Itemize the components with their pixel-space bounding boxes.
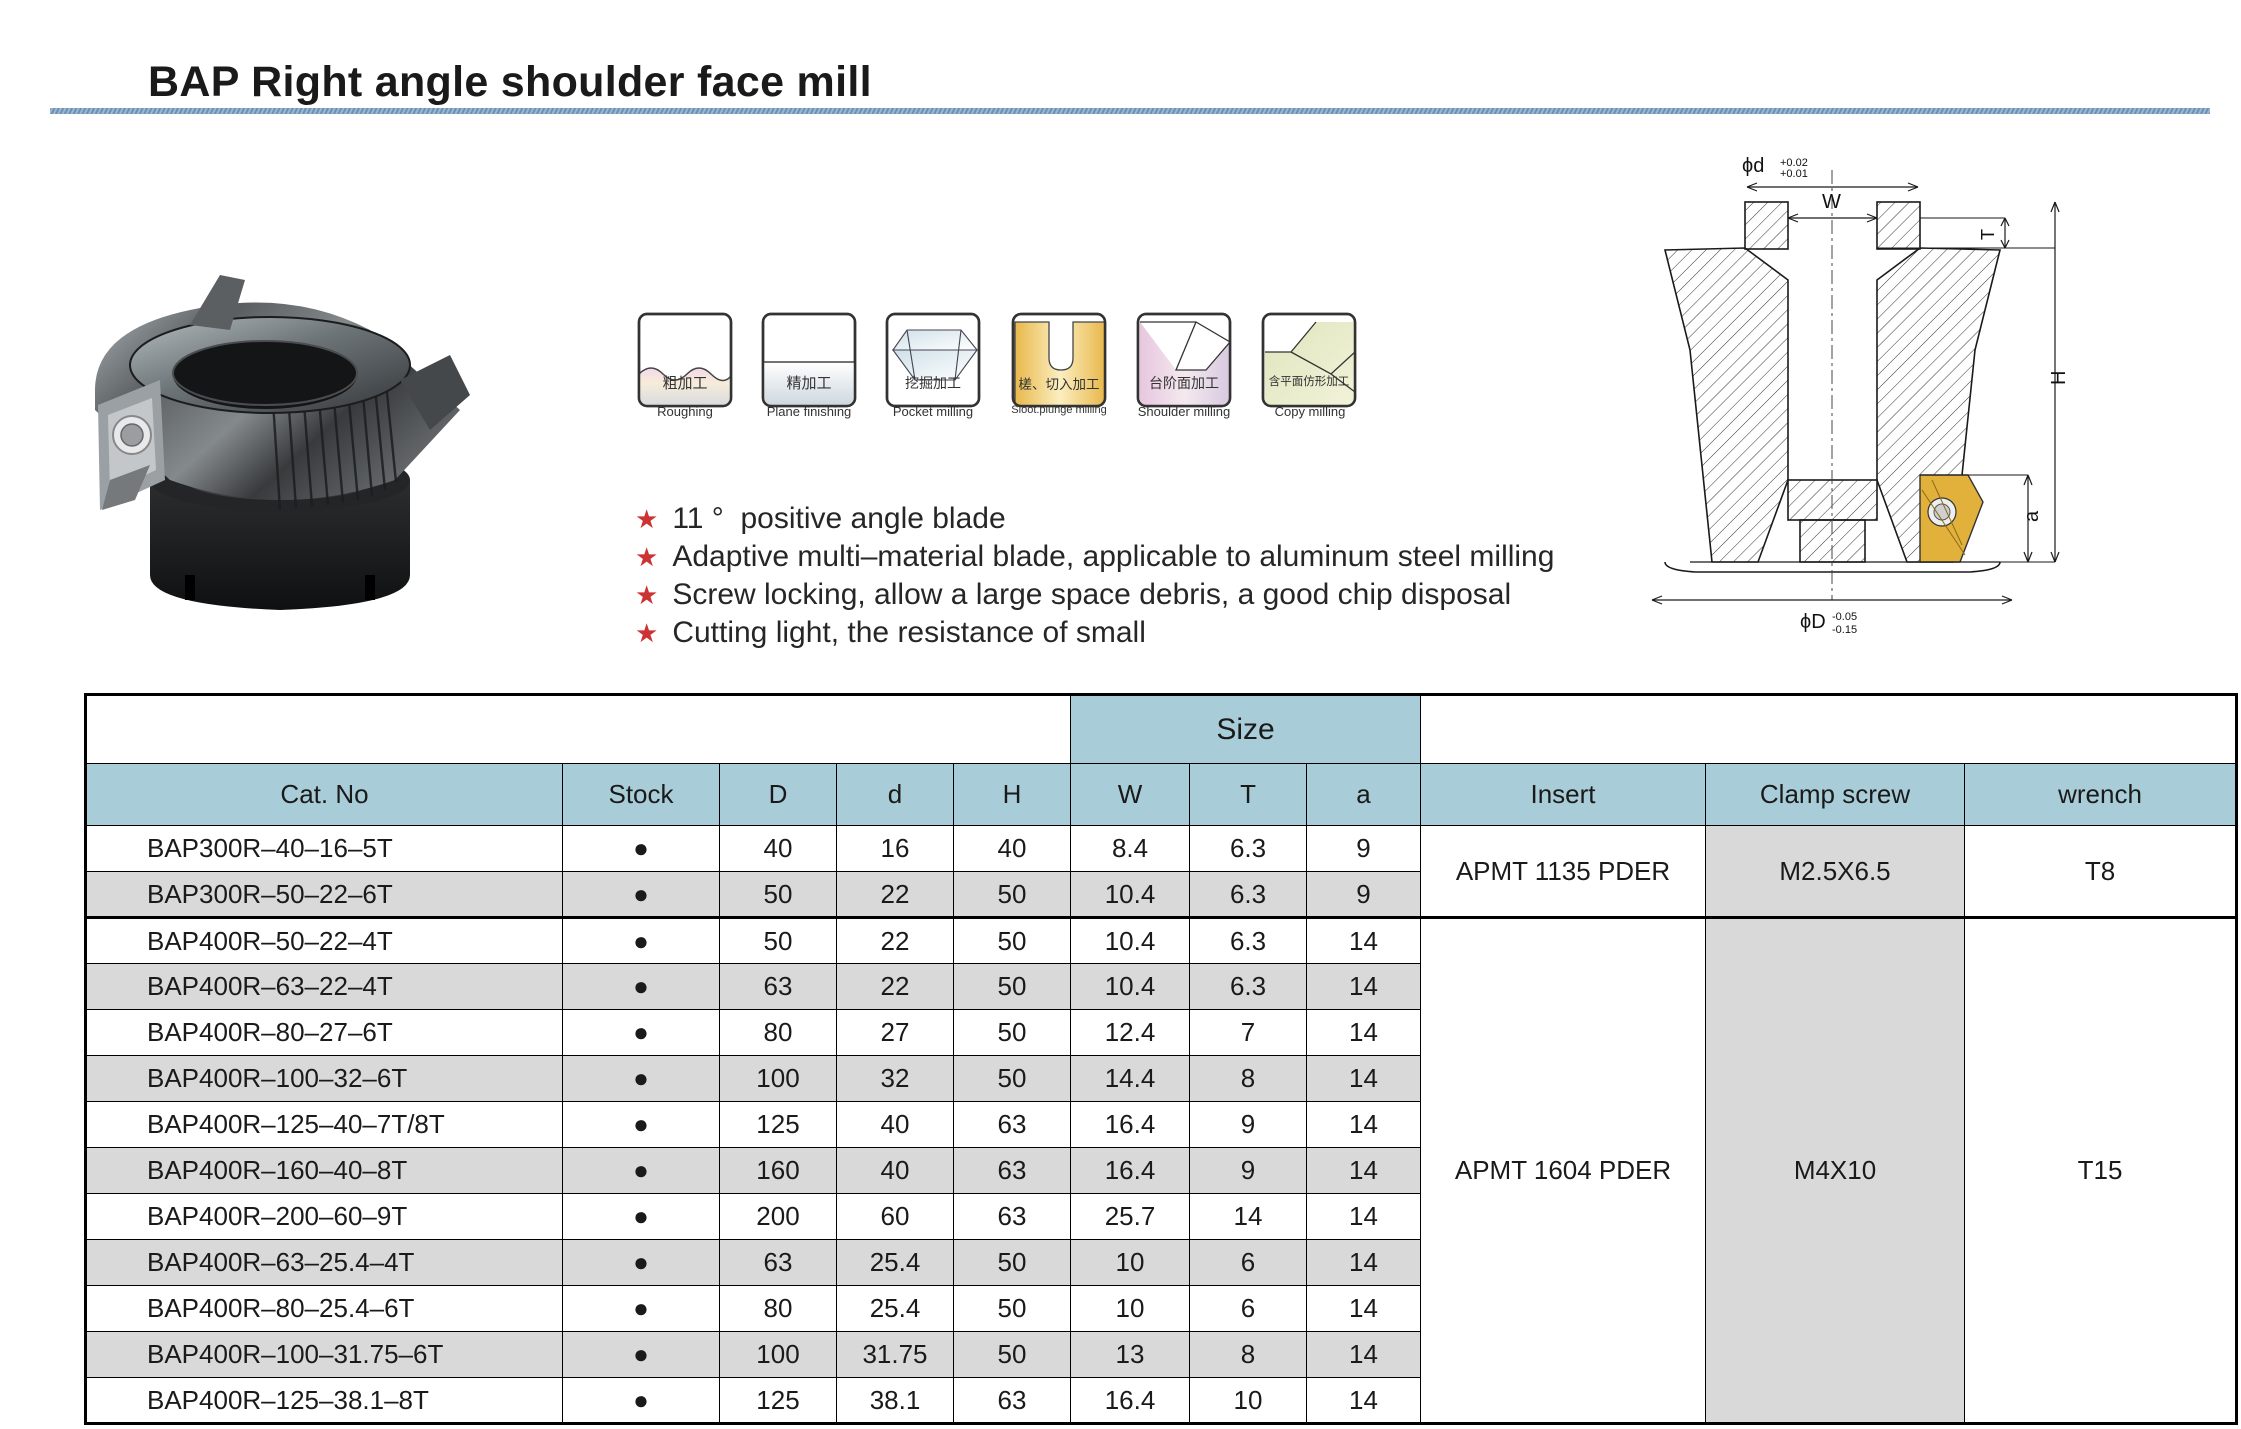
svg-text:+0.01: +0.01 [1780,168,1808,180]
svg-text:W: W [1822,191,1841,213]
svg-text:a: a [2021,510,2043,522]
svg-text:ϕD: ϕD [1800,611,1826,633]
svg-text:T: T [1978,229,1998,240]
svg-text:ϕd: ϕd [1742,155,1764,177]
svg-text:H: H [2048,371,2070,385]
svg-text:-0.15: -0.15 [1832,624,1857,636]
svg-text:-0.05: -0.05 [1832,611,1857,623]
